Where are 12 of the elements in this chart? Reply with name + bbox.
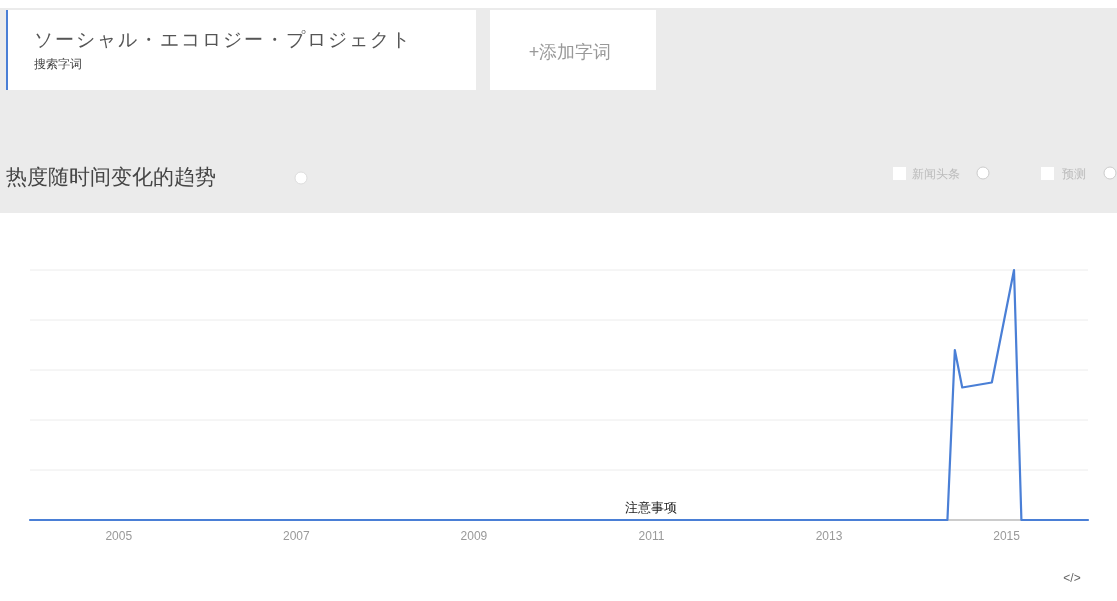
x-tick-label: 2005 bbox=[105, 529, 133, 543]
text: +添加字词 bbox=[528, 42, 612, 62]
x-tick-label: 2015 bbox=[993, 529, 1021, 543]
x-tick-label: 2007 bbox=[283, 529, 311, 543]
annotation: 注意事项 bbox=[625, 500, 678, 515]
text: 搜索字词 bbox=[34, 57, 82, 71]
text: </> bbox=[1063, 571, 1081, 585]
x-tick-label: 2009 bbox=[460, 529, 488, 543]
x-tick-label: 2011 bbox=[638, 529, 665, 543]
title: 热度随时间变化的趋势 bbox=[6, 165, 216, 188]
x-tick-label: 2013 bbox=[815, 529, 843, 543]
text: ソーシャル・エコロジー・プロジェクト bbox=[34, 29, 412, 50]
